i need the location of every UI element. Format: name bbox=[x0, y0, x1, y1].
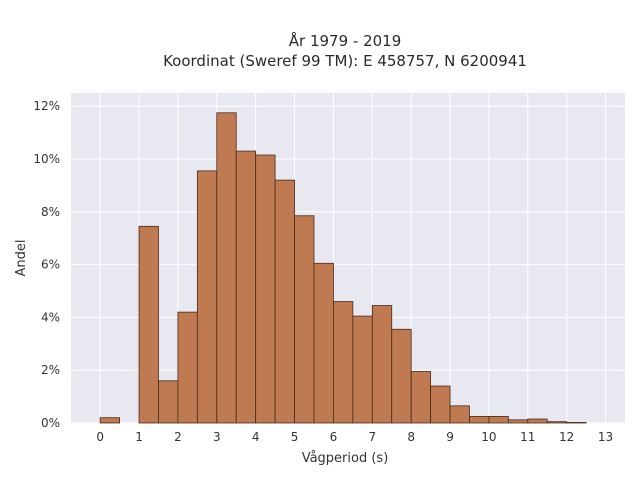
x-axis-label: Vågperiod (s) bbox=[302, 451, 389, 466]
histogram-bar bbox=[410, 371, 432, 424]
x-tick-label: 0 bbox=[96, 430, 104, 444]
x-tick-label: 3 bbox=[213, 430, 221, 444]
x-tick-label: 12 bbox=[559, 430, 574, 444]
histogram-bar bbox=[488, 415, 509, 424]
x-axis-ticks: 0 1 2 3 4 5 6 7 8 9 10 11 12 13 bbox=[96, 430, 613, 444]
histogram-bar bbox=[138, 225, 159, 424]
y-tick-label: 8% bbox=[41, 205, 60, 219]
x-tick-label: 11 bbox=[520, 430, 535, 444]
histogram-bar bbox=[546, 421, 568, 424]
y-tick-label: 4% bbox=[41, 310, 60, 324]
histogram-bar bbox=[99, 417, 120, 424]
bars bbox=[99, 112, 587, 424]
chart-title-line-2: Koordinat (Sweref 99 TM): E 458757, N 62… bbox=[163, 52, 527, 70]
y-tick-label: 0% bbox=[41, 416, 60, 430]
x-tick-label: 10 bbox=[481, 430, 496, 444]
histogram-bar bbox=[177, 311, 198, 424]
histogram-bar bbox=[255, 154, 276, 424]
histogram-bar bbox=[527, 418, 548, 424]
histogram-bar bbox=[158, 380, 179, 424]
x-tick-label: 9 bbox=[446, 430, 454, 444]
y-axis-label: Andel bbox=[14, 240, 29, 277]
histogram-bar bbox=[449, 405, 470, 424]
y-tick-label: 12% bbox=[33, 99, 60, 113]
histogram-bar bbox=[391, 328, 412, 424]
x-tick-label: 2 bbox=[174, 430, 182, 444]
histogram-bar bbox=[196, 170, 218, 424]
x-tick-label: 13 bbox=[598, 430, 613, 444]
y-tick-label: 2% bbox=[41, 363, 60, 377]
x-tick-label: 4 bbox=[252, 430, 260, 444]
histogram-bar bbox=[352, 315, 373, 424]
histogram-bar bbox=[235, 150, 257, 424]
histogram-bar bbox=[313, 262, 334, 424]
y-tick-label: 10% bbox=[33, 152, 60, 166]
histogram-bar bbox=[371, 305, 393, 424]
histogram-bar bbox=[294, 215, 315, 424]
histogram-bar bbox=[333, 301, 354, 424]
y-tick-label: 6% bbox=[41, 258, 60, 272]
histogram-bar bbox=[507, 419, 529, 424]
histogram-bar bbox=[216, 112, 237, 424]
histogram-bar bbox=[430, 385, 451, 424]
x-tick-label: 6 bbox=[330, 430, 338, 444]
x-tick-label: 8 bbox=[407, 430, 415, 444]
histogram-bar bbox=[566, 422, 587, 424]
x-tick-label: 5 bbox=[291, 430, 299, 444]
histogram-bar bbox=[469, 415, 490, 424]
x-tick-label: 1 bbox=[135, 430, 143, 444]
chart-title-line-1: År 1979 - 2019 bbox=[289, 31, 402, 50]
x-tick-label: 7 bbox=[368, 430, 376, 444]
y-axis-ticks: 0% 2% 4% 6% 8% 10% 12% bbox=[33, 99, 60, 430]
histogram-bar bbox=[274, 179, 295, 424]
